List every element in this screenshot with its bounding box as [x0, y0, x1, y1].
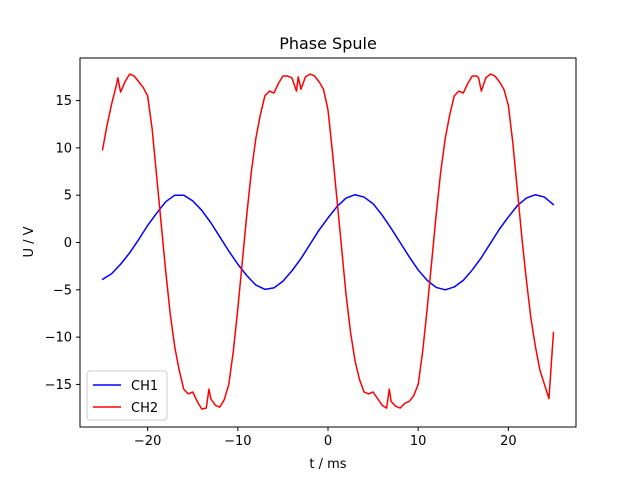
legend: CH1 CH2 — [86, 370, 168, 421]
x-tick-label: 20 — [500, 434, 517, 449]
x-tick-label: 0 — [324, 434, 332, 449]
y-tick-label: 15 — [55, 94, 72, 109]
series-line-ch2 — [101, 73, 555, 410]
y-tick-label: 5 — [64, 189, 72, 204]
y-tick-label: 0 — [64, 236, 72, 251]
legend-label-ch1: CH1 — [131, 379, 158, 394]
legend-label-ch2: CH2 — [131, 401, 158, 416]
y-tick-label: −15 — [45, 378, 72, 393]
x-tick-label: −20 — [134, 434, 161, 449]
y-tick-label: −5 — [53, 283, 72, 298]
y-tick-label: 10 — [55, 141, 72, 156]
x-tick-label: −10 — [224, 434, 251, 449]
y-axis-label: U / V — [22, 226, 37, 257]
series-line-ch1 — [101, 193, 555, 291]
axis-ticks: −20 −10 0 10 20 −15 −10 −5 0 5 10 15 — [45, 94, 517, 449]
plot-area — [101, 73, 555, 410]
chart-title: Phase Spule — [279, 34, 377, 53]
y-tick-label: −10 — [45, 331, 72, 346]
x-axis-label: t / ms — [309, 457, 346, 472]
x-tick-label: 10 — [410, 434, 427, 449]
